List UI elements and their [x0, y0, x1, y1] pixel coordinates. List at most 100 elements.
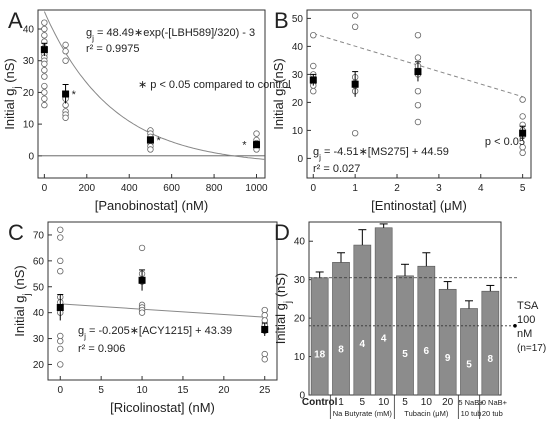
mean-marker: [40, 46, 48, 54]
category-label: 20: [442, 397, 454, 408]
x-tick-label: 25: [259, 385, 271, 396]
data-point: [414, 101, 422, 109]
data-point: [57, 332, 64, 340]
mean-marker: [351, 80, 359, 88]
y-tick-label: 20: [23, 88, 35, 99]
bar: [374, 227, 393, 396]
data-point: [138, 244, 146, 252]
significance-star: *: [72, 89, 77, 101]
x-axis-label: [Entinostat] (μM): [371, 198, 467, 213]
y-tick-label: 10: [292, 126, 304, 137]
category-label: 1: [338, 397, 344, 408]
y-axis-label: Initial gj (nS): [271, 58, 292, 130]
r-squared: r² = 0.027: [313, 163, 360, 175]
x-tick-label: 20: [218, 385, 230, 396]
y-tick-label: 40: [294, 237, 306, 248]
tsa-label: (n=17): [517, 343, 546, 354]
data-point: [62, 57, 69, 64]
plot-frame: [47, 221, 278, 381]
bar-n-label: 18: [314, 349, 326, 360]
tsa-marker: [513, 324, 517, 328]
plot-frame: [306, 9, 532, 179]
x-tick-label: 5: [98, 385, 104, 396]
data-point: [62, 48, 69, 55]
panel-d: 0 10 20 30 40 Initial gj (nS) 18 8 4 4 5 6 9 5 8 TSA 100…: [273, 221, 546, 419]
data-point: [57, 257, 64, 265]
category-label: 5: [402, 397, 408, 408]
x-tick-label: 15: [177, 385, 189, 396]
data-point: [41, 82, 48, 90]
panel-letter: C: [8, 220, 24, 245]
y-tick-label: 0: [28, 151, 34, 162]
data-point: [138, 309, 146, 316]
r-squared: r² = 0.906: [78, 343, 125, 355]
y-tick-label: 30: [23, 56, 35, 67]
data-point: [261, 312, 268, 319]
y-tick-label: 20: [33, 360, 45, 371]
x-tick-label: 10: [136, 385, 148, 396]
x-tick-label: 600: [163, 183, 180, 194]
significance-note: ∗ p < 0.05 compared to control: [138, 79, 291, 91]
mean-marker: [62, 90, 70, 98]
bar: [353, 244, 372, 396]
y-tick-label: 70: [33, 230, 45, 241]
y-tick-label: 10: [23, 120, 35, 131]
data-point: [57, 268, 64, 275]
tsa-label: 100: [517, 314, 535, 326]
data-point: [41, 89, 48, 96]
y-tick-label: 60: [33, 256, 45, 267]
y-tick-label: 10: [294, 352, 306, 363]
x-tick-label: 0: [42, 183, 48, 194]
fit-equation: gj = 48.49∗exp(-[LBH589]/320) - 3: [86, 27, 255, 43]
y-tick-label: 0: [297, 154, 303, 165]
bar: [310, 277, 329, 396]
category-label: 10 tub: [461, 409, 482, 418]
category-label: Control: [302, 397, 338, 408]
data-point: [351, 23, 359, 30]
x-tick-label: 0: [57, 385, 63, 396]
data-point: [519, 149, 526, 156]
y-tick-label: 30: [292, 70, 304, 81]
category-label: 5: [360, 397, 366, 408]
category-label: 10 NaB+: [478, 398, 508, 407]
category-label: 10: [378, 397, 390, 408]
x-tick-label: 2: [394, 183, 400, 194]
data-point: [414, 32, 422, 39]
data-point: [261, 317, 268, 324]
y-tick-label: 40: [292, 42, 304, 53]
panel-c: 0 5 10 15 20 25 20 30 40 50 60 70 [Ricolinostat] (nM…: [12, 221, 278, 415]
y-tick-label: 20: [292, 98, 304, 109]
bar: [332, 262, 350, 396]
significance-note: p < 0.05: [485, 136, 525, 148]
data-point: [414, 87, 422, 95]
category-label: 10: [421, 397, 433, 408]
y-tick-label: 40: [23, 25, 35, 36]
data-point: [57, 361, 64, 368]
y-tick-label: 30: [294, 275, 306, 286]
x-tick-label: 1000: [245, 183, 268, 194]
data-point: [41, 95, 48, 102]
y-axis-label: Initial gj (nS): [2, 58, 23, 130]
data-point: [310, 62, 317, 70]
x-axis-label: [Ricolinostat] (nM): [110, 400, 215, 415]
data-point: [41, 101, 48, 109]
data-point: [310, 87, 317, 95]
data-point: [41, 25, 48, 33]
category-label: 5 NaB+: [458, 398, 484, 407]
bar-n-label: 5: [402, 349, 408, 360]
fit-line: [60, 303, 265, 318]
data-point: [414, 118, 422, 126]
data-point: [57, 337, 64, 345]
data-point: [519, 113, 526, 120]
data-point: [414, 54, 422, 61]
mean-marker: [519, 129, 527, 137]
y-tick-label: 50: [33, 282, 45, 293]
y-tick-label: 30: [33, 334, 45, 345]
mean-marker: [309, 76, 317, 84]
bar-n-label: 4: [381, 333, 387, 344]
data-point: [57, 234, 64, 241]
data-point: [351, 12, 359, 19]
panel-letter: D: [274, 220, 290, 245]
data-point: [41, 67, 48, 74]
